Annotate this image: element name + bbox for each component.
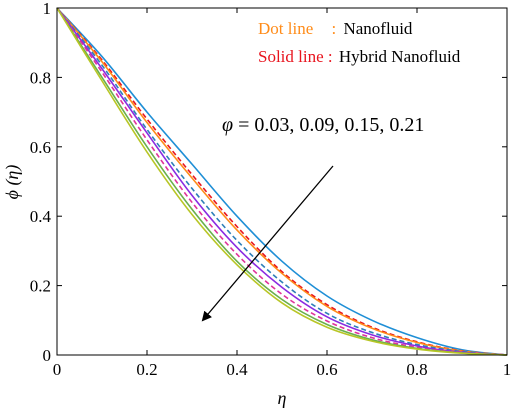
series-line-2 <box>56 7 508 356</box>
y-tick-label: 0.6 <box>30 138 51 157</box>
x-tick-label: 0.6 <box>316 360 337 379</box>
legend-sep-dot-line: : <box>332 19 337 38</box>
y-tick-label: 0.2 <box>30 277 51 296</box>
x-axis-label: η <box>278 388 287 408</box>
tick-labels: 0 0.2 0.4 0.6 0.8 1 0 0.2 0.4 0.6 0.8 1 <box>30 0 512 379</box>
y-tick-label: 1 <box>43 0 52 18</box>
legend-desc-hybrid-nanofluid: Hybrid Nanofluid <box>339 47 461 66</box>
x-tick-label: 0.8 <box>406 360 427 379</box>
legend-key-solid-line: Solid line <box>258 47 324 66</box>
series-line-6 <box>56 7 508 356</box>
series-line-1 <box>56 7 508 356</box>
x-tick-label: 0.2 <box>136 360 157 379</box>
x-tick-label: 1 <box>503 360 512 379</box>
x-tick-label: 0.4 <box>226 360 248 379</box>
series-line-8 <box>56 7 508 356</box>
phi-symbol: φ <box>222 114 233 136</box>
y-tick-label: 0.8 <box>30 68 51 87</box>
legend: Dot line : Nanofluid Solid line : Hybrid… <box>258 19 461 66</box>
series-layer <box>56 7 508 356</box>
legend-sep-solid-line: : <box>328 47 333 66</box>
series-line-4 <box>56 7 508 356</box>
y-axis-label: ϕ (η) <box>2 165 23 200</box>
y-tick-label: 0.4 <box>30 207 52 226</box>
plot-frame <box>56 7 508 356</box>
x-tick-label: 0 <box>53 360 62 379</box>
trend-arrow <box>201 165 334 322</box>
series-line-5 <box>56 7 508 356</box>
legend-key-dot-line: Dot line <box>258 19 313 38</box>
legend-desc-nanofluid: Nanofluid <box>343 19 412 38</box>
svg-text:Dot line : Nanoflu: Dot line : Nanofluid <box>258 19 413 38</box>
svg-text:Solid line : Hybri: Solid line : Hybrid Nanofluid <box>258 47 461 66</box>
phi-annotation: φ = 0.03, 0.09, 0.15, 0.21 <box>222 114 424 136</box>
y-tick-label: 0 <box>43 346 52 365</box>
phi-values: = 0.03, 0.09, 0.15, 0.21 <box>238 114 424 136</box>
series-line-3 <box>56 7 508 356</box>
